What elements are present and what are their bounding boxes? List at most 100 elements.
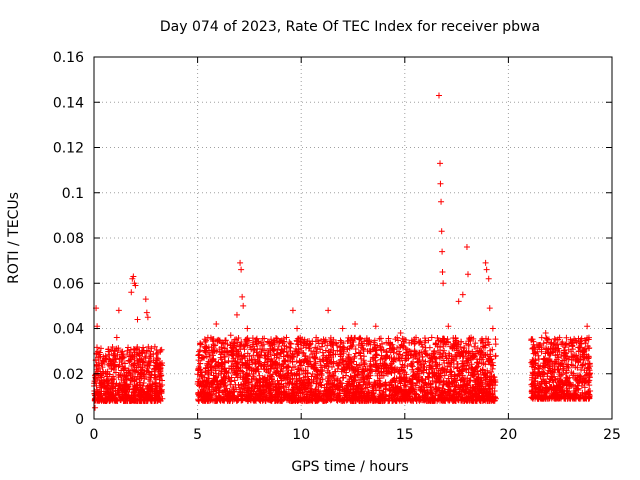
data-point xyxy=(257,346,264,353)
data-point xyxy=(112,348,119,355)
data-point xyxy=(432,392,439,399)
data-point xyxy=(222,391,229,398)
y-tick-label: 0.04 xyxy=(53,322,84,338)
data-point xyxy=(402,349,409,356)
data-point xyxy=(239,368,246,375)
data-point xyxy=(535,352,542,359)
data-point xyxy=(556,334,563,341)
data-point xyxy=(406,389,413,396)
data-point xyxy=(534,388,541,395)
data-point xyxy=(409,388,416,395)
data-point xyxy=(320,397,327,404)
data-point xyxy=(562,369,569,376)
y-tick-label: 0.14 xyxy=(53,95,84,111)
data-point xyxy=(443,380,450,387)
data-point xyxy=(113,334,120,341)
data-point xyxy=(575,395,582,402)
data-point xyxy=(98,360,105,367)
data-point xyxy=(304,376,311,383)
data-point xyxy=(549,377,556,384)
data-point xyxy=(385,397,392,404)
data-point xyxy=(119,392,126,399)
data-point xyxy=(441,388,448,395)
data-point xyxy=(216,387,223,394)
data-point xyxy=(460,353,467,360)
data-point xyxy=(569,342,576,349)
data-point xyxy=(227,349,234,356)
data-point xyxy=(325,354,332,361)
data-point xyxy=(252,360,259,367)
data-point xyxy=(322,388,329,395)
data-point xyxy=(341,344,348,351)
data-point xyxy=(472,393,479,400)
data-point xyxy=(479,366,486,373)
data-point xyxy=(132,389,139,396)
data-point xyxy=(125,367,132,374)
data-point xyxy=(379,362,386,369)
data-point xyxy=(318,343,325,350)
data-point xyxy=(114,351,121,358)
data-point xyxy=(488,356,495,363)
data-point xyxy=(550,345,557,352)
data-point xyxy=(586,382,593,389)
data-point xyxy=(546,379,553,386)
data-point xyxy=(305,389,312,396)
data-point xyxy=(197,347,204,354)
data-point xyxy=(96,395,103,402)
data-point xyxy=(387,349,394,356)
data-point xyxy=(255,353,262,360)
data-point xyxy=(258,339,265,346)
data-point xyxy=(473,383,480,390)
data-point xyxy=(401,375,408,382)
data-point xyxy=(437,160,444,167)
data-point xyxy=(429,365,436,372)
data-point xyxy=(196,382,203,389)
data-point xyxy=(480,337,487,344)
data-point xyxy=(361,361,368,368)
data-point xyxy=(408,381,415,388)
data-point xyxy=(543,357,550,364)
data-point xyxy=(582,372,589,379)
data-point xyxy=(137,372,144,379)
data-point xyxy=(280,353,287,360)
data-point xyxy=(219,339,226,346)
data-point xyxy=(244,380,251,387)
data-point xyxy=(457,385,464,392)
data-point xyxy=(393,350,400,357)
data-point xyxy=(581,354,588,361)
data-point xyxy=(293,372,300,379)
data-point xyxy=(567,336,574,343)
data-point xyxy=(439,268,446,275)
data-point xyxy=(434,388,441,395)
data-point xyxy=(369,390,376,397)
data-point xyxy=(582,361,589,368)
data-point xyxy=(115,374,122,381)
data-point xyxy=(233,336,240,343)
data-point xyxy=(461,345,468,352)
data-point xyxy=(442,393,449,400)
data-point xyxy=(421,339,428,346)
data-point xyxy=(406,348,413,355)
data-point xyxy=(325,307,332,314)
data-point xyxy=(230,384,237,391)
data-point xyxy=(152,362,159,369)
data-point xyxy=(285,386,292,393)
data-point xyxy=(432,384,439,391)
data-point xyxy=(218,360,225,367)
data-point xyxy=(99,394,106,401)
data-point xyxy=(245,337,252,344)
data-point xyxy=(250,347,257,354)
data-point xyxy=(209,397,216,404)
data-point xyxy=(330,395,337,402)
data-point xyxy=(528,336,535,343)
data-point xyxy=(293,383,300,390)
data-point xyxy=(109,393,116,400)
data-point xyxy=(542,330,549,337)
data-point xyxy=(375,368,382,375)
data-point xyxy=(427,384,434,391)
data-point xyxy=(319,356,326,363)
gridlines xyxy=(94,57,612,419)
data-point xyxy=(288,369,295,376)
data-point xyxy=(459,291,466,298)
data-point xyxy=(466,389,473,396)
